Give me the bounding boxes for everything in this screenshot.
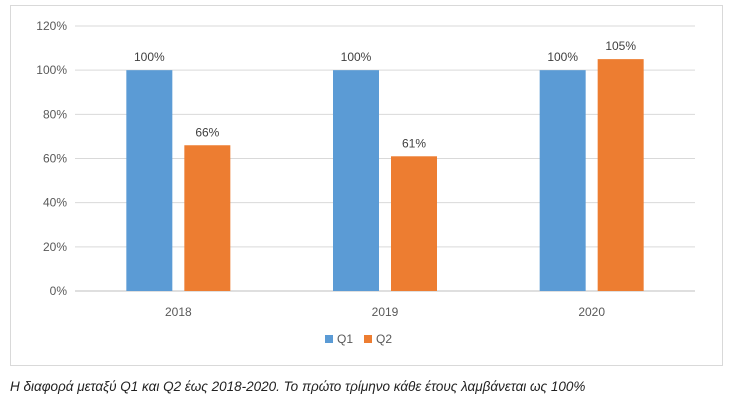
- bar-q2-2019: [391, 156, 437, 291]
- bar-q2-2020: [597, 59, 644, 291]
- data-label: 100%: [547, 50, 578, 64]
- y-tick-label: 40%: [43, 196, 67, 210]
- x-tick-label: 2019: [372, 305, 399, 319]
- bar-q2-2018: [184, 145, 231, 291]
- data-label: 61%: [402, 136, 426, 150]
- y-tick-label: 100%: [36, 63, 67, 77]
- bar-q1-2019: [333, 70, 379, 292]
- y-tick-label: 0%: [50, 284, 68, 298]
- x-tick-label: 2018: [165, 305, 192, 319]
- legend-label-q1: Q1: [337, 332, 353, 346]
- data-label: 66%: [195, 125, 219, 139]
- x-tick-label: 2020: [578, 305, 605, 319]
- legend-swatch-q1: [325, 335, 333, 343]
- legend-label-q2: Q2: [376, 332, 392, 346]
- y-tick-label: 60%: [43, 152, 67, 166]
- bar-q1-2018: [126, 70, 173, 292]
- y-tick-label: 120%: [36, 19, 67, 33]
- data-label: 100%: [341, 50, 372, 64]
- data-label: 105%: [605, 39, 636, 53]
- chart-caption: Η διαφορά μεταξύ Q1 και Q2 έως 2018-2020…: [10, 379, 586, 394]
- bar-q1-2020: [539, 70, 586, 292]
- y-tick-label: 80%: [43, 107, 67, 121]
- data-label: 100%: [134, 50, 165, 64]
- bar-chart: 0% 20% 40% 60% 80% 100% 120% 100% 66% 2018 100% 61%…: [36, 19, 695, 346]
- chart-frame: 0% 20% 40% 60% 80% 100% 120% 100% 66% 2018 100% 61%…: [10, 5, 723, 366]
- legend-swatch-q2: [364, 335, 372, 343]
- y-tick-label: 20%: [43, 240, 67, 254]
